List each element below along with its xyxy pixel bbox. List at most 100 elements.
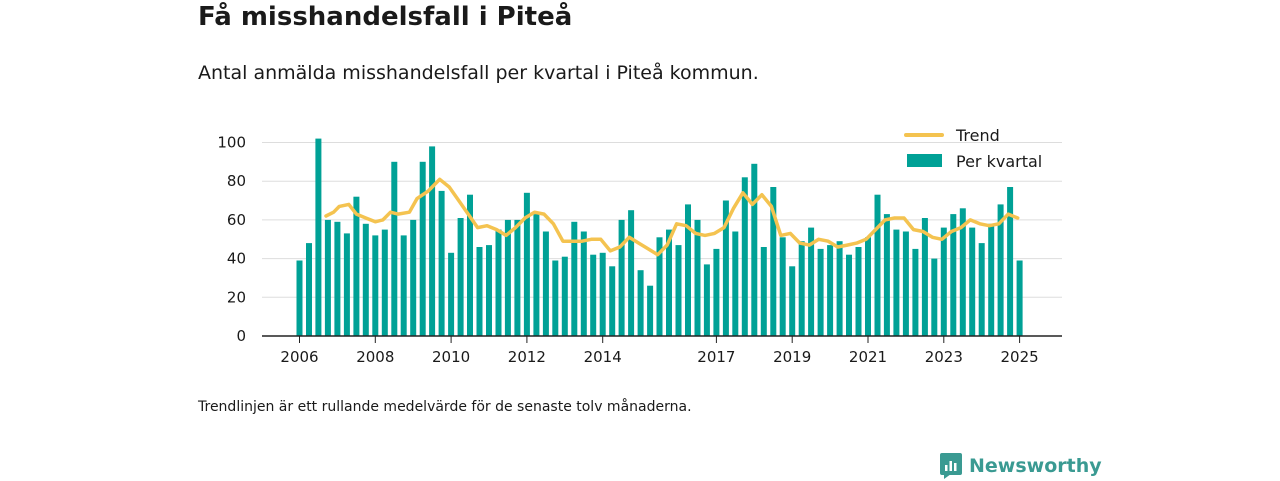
bar — [1007, 187, 1014, 336]
bar — [580, 231, 587, 336]
bar — [694, 219, 701, 336]
bar — [779, 237, 786, 336]
bar — [400, 235, 407, 336]
footnote: Trendlinjen är ett rullande medelvärde f… — [198, 399, 692, 415]
bar — [921, 218, 928, 336]
bar — [590, 254, 597, 336]
bar — [343, 233, 350, 336]
legend-bar-swatch — [907, 154, 942, 167]
bar — [476, 247, 483, 336]
bar — [931, 258, 938, 336]
y-tick-label: 40 — [227, 250, 246, 268]
bar — [950, 214, 957, 336]
x-tick-label: 2023 — [925, 348, 963, 366]
bar — [381, 229, 388, 336]
legend: Trend Per kvartal — [904, 126, 1042, 171]
bar — [571, 221, 578, 336]
brand[interactable]: Newsworthy — [939, 451, 1102, 481]
bar — [504, 219, 511, 336]
y-axis-ticks: 0 20 40 60 80 100 — [217, 134, 246, 346]
x-tick-label: 2012 — [508, 348, 546, 366]
trend-line — [324, 177, 1020, 257]
bar — [457, 218, 464, 336]
bar — [628, 210, 635, 336]
bar — [874, 194, 881, 336]
chart-title: Få misshandelsfall i Piteå — [198, 2, 573, 32]
bar — [609, 266, 616, 336]
x-tick-label: 2017 — [697, 348, 735, 366]
bar — [467, 194, 473, 336]
bar — [334, 221, 341, 336]
bar — [969, 227, 976, 336]
x-tick-label: 2025 — [1001, 348, 1039, 366]
bar — [438, 190, 445, 336]
bar — [846, 254, 852, 336]
bar — [362, 223, 369, 336]
bar — [353, 196, 360, 336]
x-axis-ticks: 2006 2008 2010 2012 2014 2017 2019 2021 2023 2025 — [280, 336, 1039, 366]
legend-trend-label: Trend — [955, 126, 1000, 145]
x-tick-label: 2006 — [280, 348, 318, 366]
bar — [760, 247, 767, 336]
bar — [514, 219, 521, 336]
bar — [685, 204, 691, 336]
bar — [978, 243, 985, 336]
bar — [855, 247, 862, 336]
bar — [666, 229, 672, 336]
bar — [912, 248, 919, 336]
x-tick-label: 2008 — [356, 348, 394, 366]
bar — [883, 214, 890, 336]
bar — [1016, 260, 1023, 336]
bar — [770, 187, 777, 336]
bar — [495, 229, 502, 336]
bar — [959, 208, 966, 336]
bar — [599, 252, 606, 336]
bar — [988, 223, 995, 336]
bar — [789, 266, 796, 336]
bar — [486, 245, 492, 336]
y-tick-label: 20 — [227, 288, 246, 306]
y-tick-label: 60 — [227, 211, 246, 229]
bar — [542, 231, 549, 336]
bar — [808, 227, 815, 336]
bar — [741, 177, 748, 336]
bar — [675, 245, 682, 336]
bar — [637, 270, 644, 336]
x-tick-label: 2021 — [849, 348, 887, 366]
bar — [827, 245, 834, 336]
x-tick-label: 2010 — [432, 348, 470, 366]
y-tick-label: 0 — [236, 327, 246, 345]
y-tick-label: 100 — [217, 134, 246, 152]
bar — [391, 161, 398, 336]
bar — [997, 204, 1004, 336]
bar — [523, 192, 530, 336]
legend-bar-label: Per kvartal — [956, 152, 1042, 171]
bar — [306, 243, 312, 336]
bar — [448, 252, 455, 336]
bar — [732, 231, 739, 336]
y-tick-label: 80 — [227, 172, 246, 190]
newsworthy-logo-icon — [940, 453, 962, 479]
chart-subtitle: Antal anmälda misshandelsfall per kvarta… — [198, 62, 759, 84]
bar — [647, 285, 654, 336]
bar — [419, 161, 426, 336]
bar — [893, 229, 900, 336]
bar — [798, 241, 805, 336]
bar — [618, 219, 625, 336]
bar — [429, 146, 436, 336]
bar — [722, 200, 729, 336]
bars-series — [296, 138, 1023, 336]
brand-name: Newsworthy — [969, 455, 1102, 477]
bar — [324, 219, 331, 336]
x-tick-label: 2019 — [773, 348, 811, 366]
bar — [315, 138, 322, 336]
bar — [703, 264, 710, 336]
bar — [836, 241, 843, 336]
bar — [817, 248, 824, 336]
bar — [865, 237, 871, 336]
bar — [902, 231, 909, 336]
bar — [410, 219, 417, 336]
bar — [713, 248, 720, 336]
bar — [561, 256, 568, 336]
